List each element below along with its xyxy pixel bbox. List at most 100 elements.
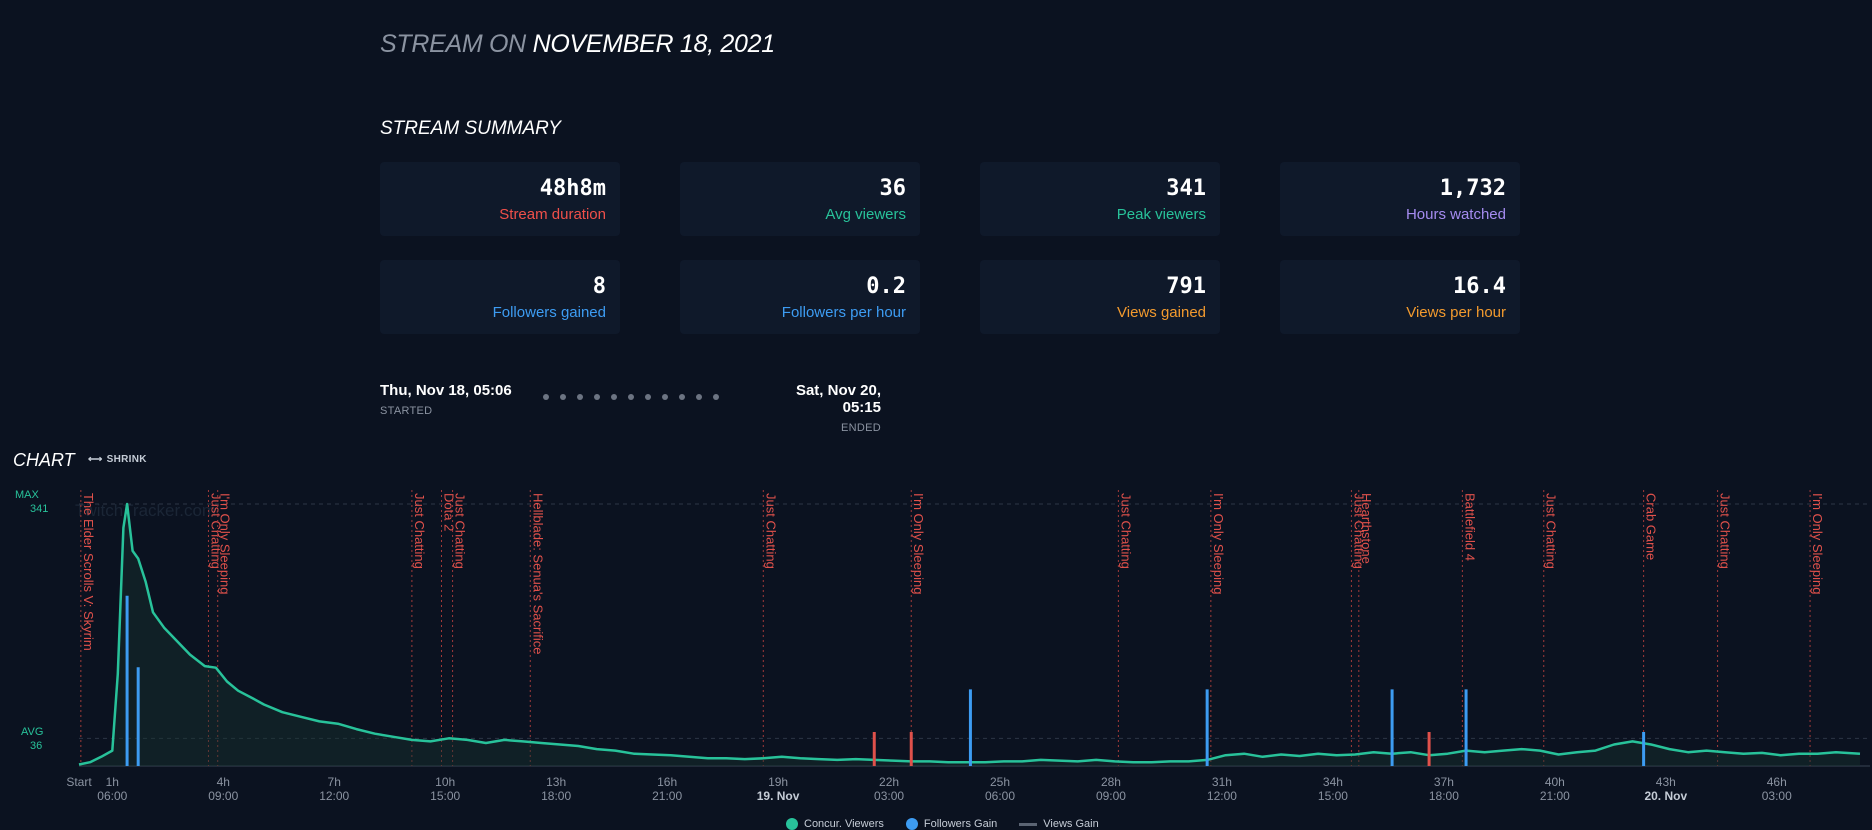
range-dot xyxy=(611,394,617,400)
x-tick-sublabel: 12:00 xyxy=(319,789,349,803)
stat-card: 1,732 Hours watched xyxy=(1280,162,1520,236)
stat-card: 16.4 Views per hour xyxy=(1280,260,1520,334)
stat-label: Hours watched xyxy=(1405,206,1506,223)
stat-label: Views gained xyxy=(1117,304,1206,321)
legend-item[interactable]: Views Gain xyxy=(1019,818,1099,830)
game-label: Battlefield 4 xyxy=(1462,493,1477,561)
x-tick-sublabel: 18:00 xyxy=(541,789,571,803)
watermark: TwitchTracker.com xyxy=(75,501,216,520)
stat-value: 0.2 xyxy=(866,274,906,299)
legend-swatch-icon xyxy=(905,818,918,830)
legend-label: Followers Gain xyxy=(923,818,998,830)
stat-card: 791 Views gained xyxy=(980,260,1220,334)
x-tick-sublabel: 09:00 xyxy=(1096,789,1126,803)
page-title: STREAM ON NOVEMBER 18, 2021 xyxy=(380,30,775,59)
page-title-prefix: STREAM ON xyxy=(380,30,526,58)
range-dots xyxy=(543,394,719,400)
x-tick-label: 40h xyxy=(1545,775,1565,789)
viewers-chart[interactable]: MAX 341 AVG 36 TwitchTracker.com The Eld… xyxy=(0,460,1872,830)
viewers-line xyxy=(78,502,1861,766)
chart-legend: Concur. Viewers Followers Gain Views Gain xyxy=(786,818,1099,830)
summary-title: STREAM SUMMARY xyxy=(380,118,561,139)
legend-item[interactable]: Concur. Viewers xyxy=(786,818,884,830)
shrink-label: SHRINK xyxy=(106,454,147,465)
range-dot xyxy=(645,394,651,400)
game-label: Just Chatting xyxy=(1118,493,1133,569)
game-label: I'm Only Sleeping xyxy=(911,493,926,594)
stat-label: Followers gained xyxy=(492,304,606,321)
game-label: Just Chatting xyxy=(412,493,427,569)
x-tick-sublabel: 19. Nov xyxy=(757,789,800,803)
legend-item[interactable]: Followers Gain xyxy=(905,818,998,830)
x-tick-label: 28h xyxy=(1101,775,1121,789)
range-dot xyxy=(543,394,549,400)
x-tick-label: 37h xyxy=(1434,775,1454,789)
x-tick-label: 46h xyxy=(1767,775,1787,789)
stat-value: 36 xyxy=(879,176,907,201)
range-dot xyxy=(594,394,600,400)
viewers-area xyxy=(79,504,1860,766)
stat-value: 341 xyxy=(1166,176,1206,201)
x-tick-label: 31h xyxy=(1212,775,1232,789)
x-tick-label: 43h xyxy=(1656,775,1676,789)
x-tick-label: 19h xyxy=(768,775,788,789)
x-tick-label: 22h xyxy=(879,775,899,789)
x-tick-label: 25h xyxy=(990,775,1010,789)
game-label: Hellblade: Senua's Sacrifice xyxy=(530,493,545,654)
page-title-date: NOVEMBER 18, 2021 xyxy=(532,30,776,58)
stat-card: 0.2 Followers per hour xyxy=(680,260,920,334)
start-tag: STARTED xyxy=(380,405,433,417)
stat-card: 8 Followers gained xyxy=(380,260,620,334)
x-tick-sublabel: 15:00 xyxy=(430,789,460,803)
stream-end: Sat, Nov 20, 05:15 ENDED xyxy=(759,382,881,434)
x-tick-sublabel: 21:00 xyxy=(652,789,682,803)
game-label: Just Chatting xyxy=(208,493,223,569)
game-label: I'm Only Sleeping xyxy=(1211,493,1226,594)
max-label: MAX xyxy=(15,489,40,501)
range-dot xyxy=(577,394,583,400)
avg-label: AVG xyxy=(21,726,43,738)
x-tick-label: 4h xyxy=(217,775,230,789)
stat-card: 36 Avg viewers xyxy=(680,162,920,236)
max-value: 341 xyxy=(30,503,48,515)
x-tick-sublabel: 06:00 xyxy=(985,789,1015,803)
range-dot xyxy=(560,394,566,400)
stat-label: Peak viewers xyxy=(1116,206,1206,223)
game-label: Just Chatting xyxy=(1718,493,1733,569)
stream-start: Thu, Nov 18, 05:06 STARTED xyxy=(380,382,512,417)
x-tick-sublabel: 09:00 xyxy=(208,789,238,803)
x-tick-sublabel: 21:00 xyxy=(1540,789,1570,803)
x-tick-label: Start xyxy=(66,775,92,789)
x-tick-sublabel: 12:00 xyxy=(1207,789,1237,803)
range-dot xyxy=(628,394,634,400)
range-dot xyxy=(696,394,702,400)
range-dot xyxy=(713,394,719,400)
start-datetime: Thu, Nov 18, 05:06 xyxy=(380,382,512,399)
legend-swatch-icon xyxy=(786,818,798,830)
stat-label: Followers per hour xyxy=(781,304,906,321)
x-tick-sublabel: 20. Nov xyxy=(1644,789,1687,803)
stat-card: 48h8m Stream duration xyxy=(380,162,620,236)
resize-arrows-icon: ⟷ xyxy=(88,454,103,465)
stat-label: Avg viewers xyxy=(825,206,906,223)
x-tick-label: 7h xyxy=(328,775,341,789)
x-tick-sublabel: 03:00 xyxy=(1762,789,1792,803)
x-tick-label: 1h xyxy=(106,775,119,789)
stat-label: Views per hour xyxy=(1406,304,1506,321)
shrink-button[interactable]: ⟷ SHRINK xyxy=(88,454,147,465)
stat-value: 1,732 xyxy=(1439,176,1506,201)
game-label: The Elder Scrolls V: Skyrim xyxy=(81,493,96,651)
x-tick-label: 34h xyxy=(1323,775,1343,789)
game-label: Hearthstone xyxy=(1359,493,1374,564)
stat-card: 341 Peak viewers xyxy=(980,162,1220,236)
game-label: Just Chatting xyxy=(1544,493,1559,569)
game-label: Crab Game xyxy=(1644,493,1659,560)
game-label: Just Chatting xyxy=(453,493,468,569)
x-tick-label: 16h xyxy=(657,775,677,789)
stat-value: 16.4 xyxy=(1453,274,1506,299)
chart-plot: The Elder Scrolls V: Skyrim Just Chatting… xyxy=(66,490,1870,803)
chart-title: CHART xyxy=(13,450,75,470)
x-tick-label: 10h xyxy=(435,775,455,789)
range-dot xyxy=(662,394,668,400)
stat-value: 48h8m xyxy=(539,176,606,201)
